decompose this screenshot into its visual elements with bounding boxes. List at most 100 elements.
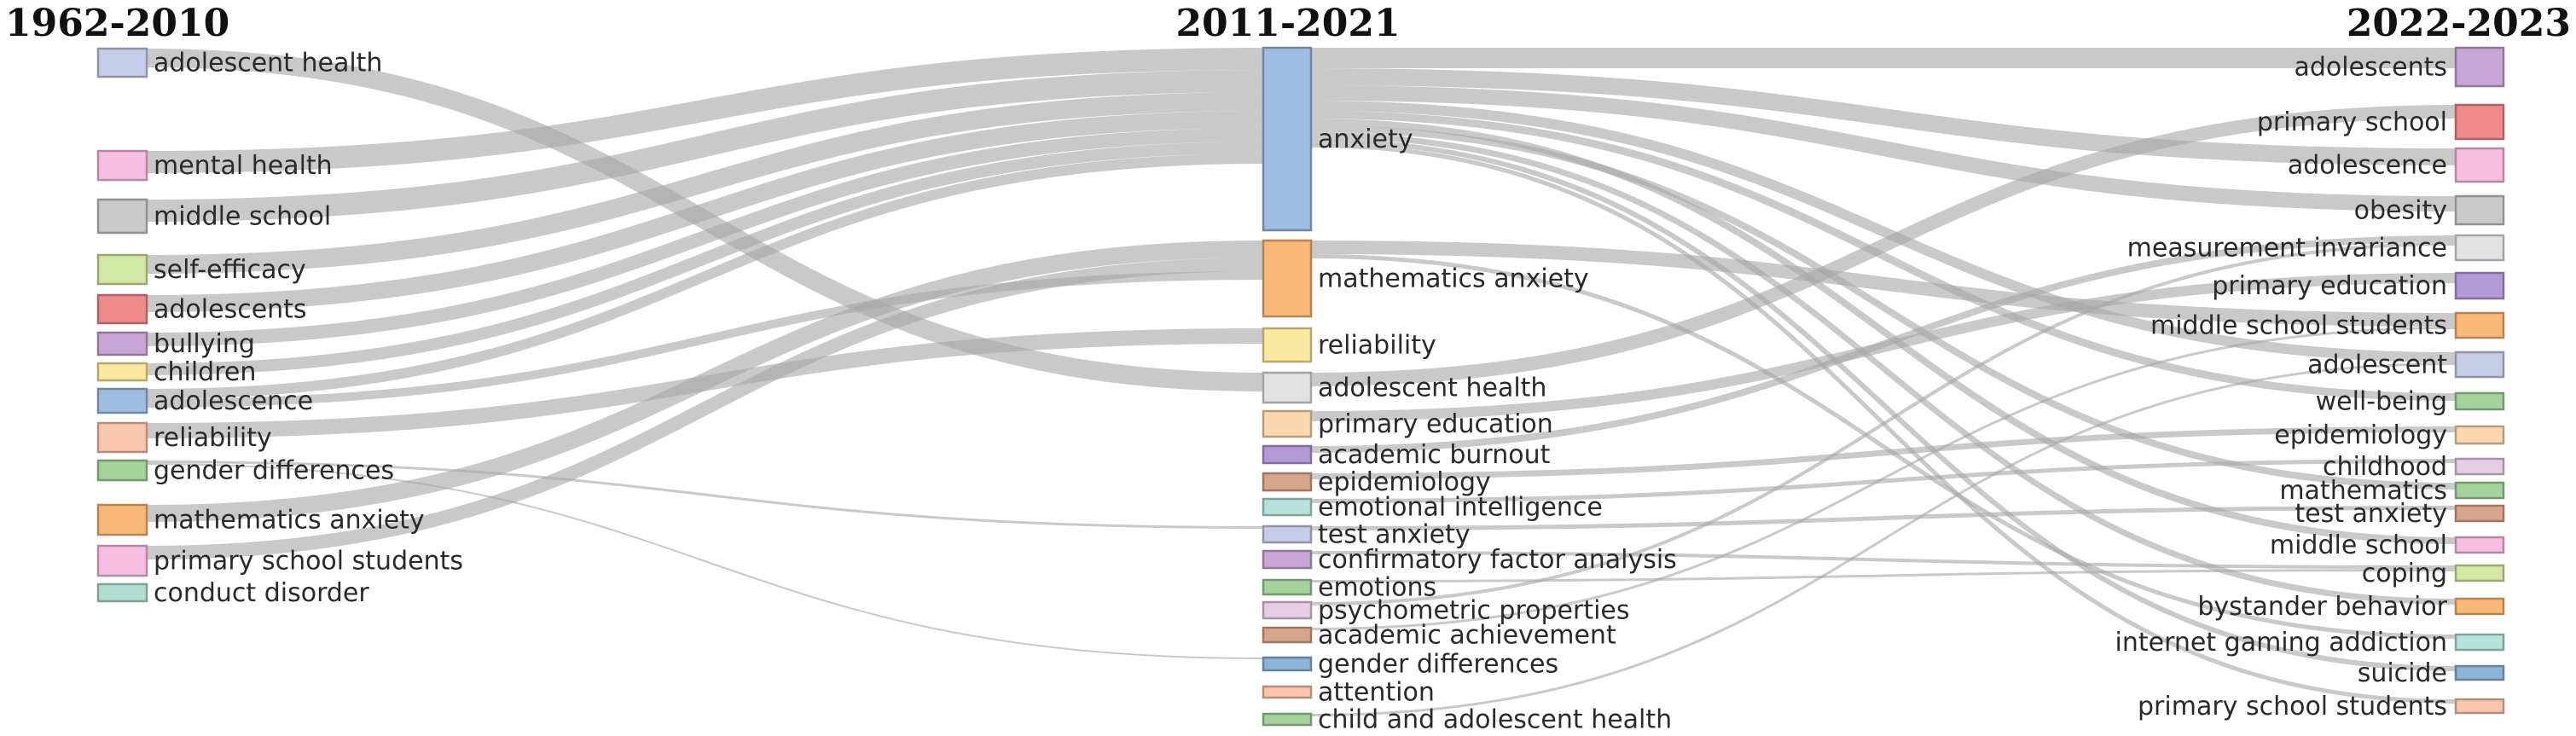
node-right-primary-school-students: primary school students <box>2138 692 2505 722</box>
node-label: well-being <box>2316 387 2447 417</box>
node-bar <box>2454 147 2505 183</box>
node-label: mathematics anxiety <box>1318 264 1589 294</box>
period-label-middle: 2011-2021 <box>1175 2 1400 45</box>
node-label: primary school <box>2257 107 2447 137</box>
flow-link <box>1310 242 2457 606</box>
flow-layer <box>146 47 2457 716</box>
node-bar <box>96 293 148 325</box>
node-label: anxiety <box>1318 125 1413 154</box>
node-label: psychometric properties <box>1318 596 1630 626</box>
node-label: adolescence <box>154 386 313 416</box>
node-bar <box>96 253 148 286</box>
flow-link <box>1310 235 2457 453</box>
node-label: emotions <box>1318 573 1436 603</box>
node-right-adolescent: adolescent <box>2307 351 2505 380</box>
node-right-primary-education: primary education <box>2212 271 2505 301</box>
node-label: childhood <box>2323 452 2447 482</box>
flow-link <box>146 271 1264 408</box>
node-right-adolescents: adolescents <box>2294 46 2505 88</box>
flow-link <box>1310 105 2457 386</box>
node-bar <box>1262 549 1313 570</box>
node-middle-confirmatory-factor-analysis: confirmatory factor analysis <box>1262 545 1677 575</box>
flow-link <box>1310 254 2457 639</box>
node-label: primary education <box>1318 409 1553 439</box>
node-left-adolescence: adolescence <box>96 386 313 416</box>
node-label: coping <box>2362 559 2447 588</box>
node-label: bullying <box>154 329 255 359</box>
node-label: child and adolescent health <box>1318 705 1672 735</box>
node-bar <box>2454 633 2505 652</box>
node-label: mathematics <box>2279 476 2447 506</box>
node-bar <box>2454 457 2505 476</box>
node-label: academic burnout <box>1318 440 1551 470</box>
flow-link <box>1310 241 2457 327</box>
node-bar <box>2454 564 2505 582</box>
node-bar <box>96 362 148 382</box>
node-label: mental health <box>154 151 333 181</box>
node-bar <box>2454 271 2505 300</box>
node-label: adolescents <box>2294 53 2447 83</box>
node-label: self-efficacy <box>154 255 306 285</box>
node-left-mental-health: mental health <box>96 149 333 182</box>
node-label: obesity <box>2354 196 2447 226</box>
node-label: academic achievement <box>1318 621 1616 651</box>
flow-link <box>146 461 1264 529</box>
node-label: middle school <box>154 202 331 232</box>
flow-link <box>1310 85 2457 212</box>
node-left-middle-school: middle school <box>96 198 331 235</box>
node-left-self-efficacy: self-efficacy <box>96 253 306 286</box>
node-bar <box>2454 481 2505 500</box>
node-label: primary school students <box>154 547 463 577</box>
node-label: reliability <box>154 423 272 453</box>
node-left-reliability: reliability <box>96 421 272 454</box>
node-label: primary school students <box>2138 692 2447 722</box>
node-bar <box>2454 536 2505 554</box>
node-label: epidemiology <box>2274 420 2447 450</box>
node-label: middle school <box>2270 530 2447 560</box>
node-bar <box>1262 656 1313 672</box>
node-right-childhood: childhood <box>2323 452 2505 482</box>
node-bar <box>96 421 148 454</box>
node-label: reliability <box>1318 331 1436 361</box>
node-left-primary-school-students: primary school students <box>96 544 463 577</box>
node-bar <box>2454 425 2505 445</box>
node-bar <box>1262 497 1313 517</box>
node-bar <box>2454 194 2505 226</box>
node-label: adolescent <box>2307 351 2447 380</box>
node-bar <box>2454 103 2505 141</box>
flow-link <box>1310 132 2457 605</box>
flow-link <box>1310 459 2457 503</box>
flow-link <box>146 70 1264 222</box>
node-middle-mathematics-anxiety: mathematics anxiety <box>1262 239 1589 318</box>
node-right-well-being: well-being <box>2316 387 2505 417</box>
node-middle-epidemiology: epidemiology <box>1262 467 1491 497</box>
node-left-gender-differences: gender differences <box>96 456 394 486</box>
node-right-measurement-invariance: measurement invariance <box>2127 234 2505 264</box>
node-left-adolescent-health: adolescent health <box>96 47 382 78</box>
node-label: test anxiety <box>1318 520 1471 550</box>
node-bar <box>1262 600 1313 620</box>
flow-link <box>1310 327 2457 630</box>
node-bar <box>2454 311 2505 339</box>
flow-link <box>146 128 1264 346</box>
flow-link <box>1310 362 2457 716</box>
node-right-middle-school: middle school <box>2270 530 2505 560</box>
flow-link <box>1310 111 2457 401</box>
node-bar <box>96 459 148 482</box>
node-middle-child-and-adolescent-health: child and adolescent health <box>1262 705 1672 735</box>
flow-link <box>1310 506 2457 530</box>
node-bar <box>1262 327 1313 363</box>
node-right-coping: coping <box>2362 559 2505 588</box>
node-middle-reliability: reliability <box>1262 327 1436 363</box>
node-middle-psychometric-properties: psychometric properties <box>1262 596 1630 626</box>
node-bar <box>1262 524 1313 544</box>
node-label: gender differences <box>1318 650 1558 680</box>
node-bar <box>1262 46 1313 232</box>
node-bar <box>96 198 148 235</box>
flow-link <box>146 142 1264 375</box>
node-label: middle school students <box>2150 311 2447 341</box>
node-layer: adolescent health mental health middle sch… <box>96 46 2505 735</box>
node-bar <box>2454 698 2505 715</box>
flow-link <box>1310 101 2457 362</box>
